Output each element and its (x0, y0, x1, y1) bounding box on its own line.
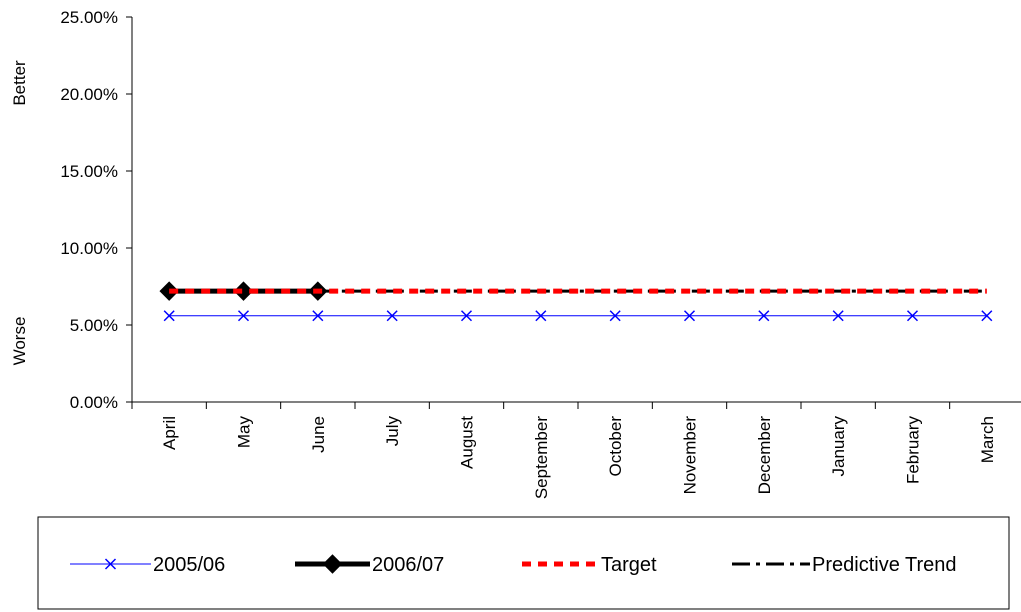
x-marker (104, 558, 117, 570)
y-axis: 0.00% 5.00% 10.00% 15.00% 20.00% 25.00% (60, 8, 133, 412)
x-tick-label: January (829, 416, 848, 477)
x-marker (163, 310, 175, 322)
x-tick-label: February (904, 416, 923, 485)
x-marker (237, 310, 250, 322)
worse-label: Worse (10, 317, 29, 366)
x-marker (535, 310, 547, 322)
x-marker (609, 310, 621, 322)
x-tick-label: June (309, 416, 328, 453)
y-tick-label: 20.00% (60, 85, 118, 104)
diamond-marker (322, 554, 343, 574)
x-marker (981, 310, 993, 322)
x-tick-label: November (681, 416, 700, 495)
legend-entry-label: Predictive Trend (812, 554, 957, 576)
legend-entry-label: Target (601, 554, 657, 576)
x-axis: April May June July August September October No… (131, 401, 1021, 499)
x-marker (758, 310, 770, 322)
y-tick-label: 15.00% (60, 162, 118, 181)
x-tick-label: October (606, 416, 625, 477)
better-label: Better (10, 60, 29, 106)
y-tick-label: 10.00% (60, 239, 118, 258)
x-tick-label: March (978, 416, 997, 463)
legend: 2005/06 2006/07 Target Predictive Trend (37, 516, 1010, 610)
y-tick-label: 25.00% (60, 8, 118, 27)
x-tick-label: May (235, 416, 254, 449)
plot-series (159, 281, 993, 322)
x-marker (312, 310, 324, 322)
legend-entry-label: 2006/07 (372, 554, 444, 576)
x-marker (683, 310, 696, 322)
x-marker (906, 310, 919, 322)
series-0 (163, 310, 993, 322)
x-tick-label: September (532, 416, 551, 499)
x-tick-label: July (383, 416, 402, 447)
x-tick-label: April (160, 416, 179, 450)
diamond-marker (233, 281, 254, 301)
y-tick-label: 5.00% (70, 316, 118, 335)
x-tick-label: August (458, 416, 477, 469)
x-marker (460, 310, 473, 322)
x-marker (832, 310, 844, 322)
y-tick-label: 0.00% (70, 393, 118, 412)
x-marker (386, 310, 398, 322)
legend-entry-label: 2005/06 (153, 554, 225, 576)
x-tick-label: December (755, 416, 774, 495)
y-side-labels: Better Worse (10, 60, 29, 365)
